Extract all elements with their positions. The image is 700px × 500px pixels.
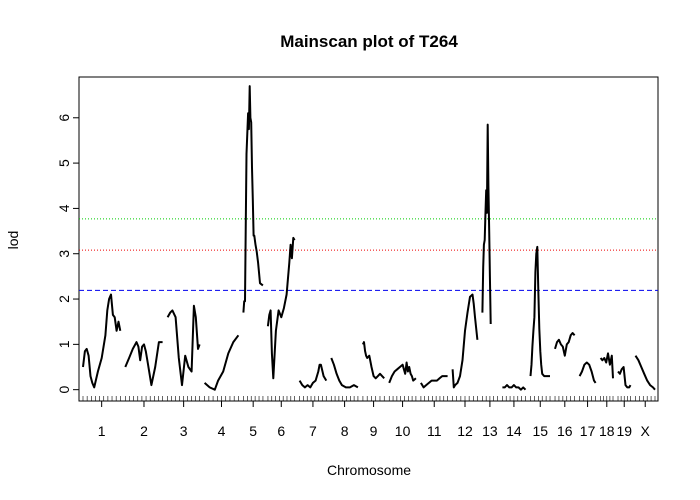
chart-title: Mainscan plot of T264 (280, 32, 458, 51)
lod-curve-chr-14 (502, 384, 527, 391)
lod-curve-chr-9 (361, 341, 385, 380)
lod-curve-chr-5 (242, 85, 264, 313)
y-tick-label: 3 (56, 250, 72, 258)
y-tick-label: 6 (56, 114, 72, 122)
x-tick-label: 17 (580, 423, 596, 439)
y-tick-label: 4 (56, 204, 72, 212)
x-tick-label: 18 (599, 423, 615, 439)
x-tick-label: 7 (309, 423, 317, 439)
x-axis: 1 2 3 4 5 6 7 8 9 10 11 12 13 14 15 16 17 18 19 X (82, 396, 656, 439)
x-tick-label: 2 (140, 423, 148, 439)
x-tick-label: 4 (218, 423, 226, 439)
lod-curve-chr-3 (166, 304, 201, 387)
x-tick-label: 10 (395, 423, 411, 439)
y-tick-label: 5 (56, 159, 72, 167)
threshold-lines (79, 218, 658, 291)
lod-curve-chr-1 (82, 293, 122, 389)
x-tick-label: 1 (98, 423, 106, 439)
lod-curve-chr-11 (420, 375, 448, 389)
x-tick-label: 3 (180, 423, 188, 439)
lod-curve-chr-6 (266, 236, 296, 380)
x-tick-label: 19 (616, 423, 632, 439)
lod-curve-chr-7 (298, 363, 328, 389)
lod-curves (82, 85, 656, 391)
x-tick-label: 8 (341, 423, 349, 439)
x-tick-label: 15 (532, 423, 548, 439)
x-axis-label: Chromosome (327, 462, 411, 478)
y-axis-label: lod (5, 231, 21, 250)
lod-curve-chr-X (634, 355, 656, 391)
lod-curve-chr-2 (124, 341, 163, 387)
lod-curve-chr-16 (554, 332, 576, 357)
x-tick-label: 12 (457, 423, 473, 439)
y-tick-label: 1 (56, 340, 72, 348)
x-tick-label: 14 (506, 423, 522, 439)
y-tick-label: 0 (56, 386, 72, 394)
lod-curve-chr-17 (578, 361, 597, 384)
x-tick-label: 6 (277, 423, 285, 439)
lod-curve-chr-15 (529, 245, 550, 378)
y-axis: 0 1 2 3 4 5 6 (56, 114, 79, 394)
x-tick-label: 13 (482, 423, 498, 439)
x-tick-label: 16 (557, 423, 573, 439)
plot-area-frame (78, 76, 659, 402)
x-tick-label: 9 (370, 423, 378, 439)
lod-curve-chr-10 (388, 361, 417, 384)
x-tick-label: X (641, 423, 651, 439)
lod-curve-chr-4 (203, 334, 240, 391)
lod-curve-chr-8 (330, 357, 359, 389)
x-tick-label: 11 (427, 423, 442, 439)
lod-curve-chr-12 (451, 293, 479, 389)
y-tick-label: 2 (56, 295, 72, 303)
lod-curve-chr-13 (481, 123, 492, 325)
x-tick-label: 5 (249, 423, 257, 439)
lod-curve-chr-19 (617, 366, 632, 389)
lod-curve-chr-18 (599, 352, 614, 379)
